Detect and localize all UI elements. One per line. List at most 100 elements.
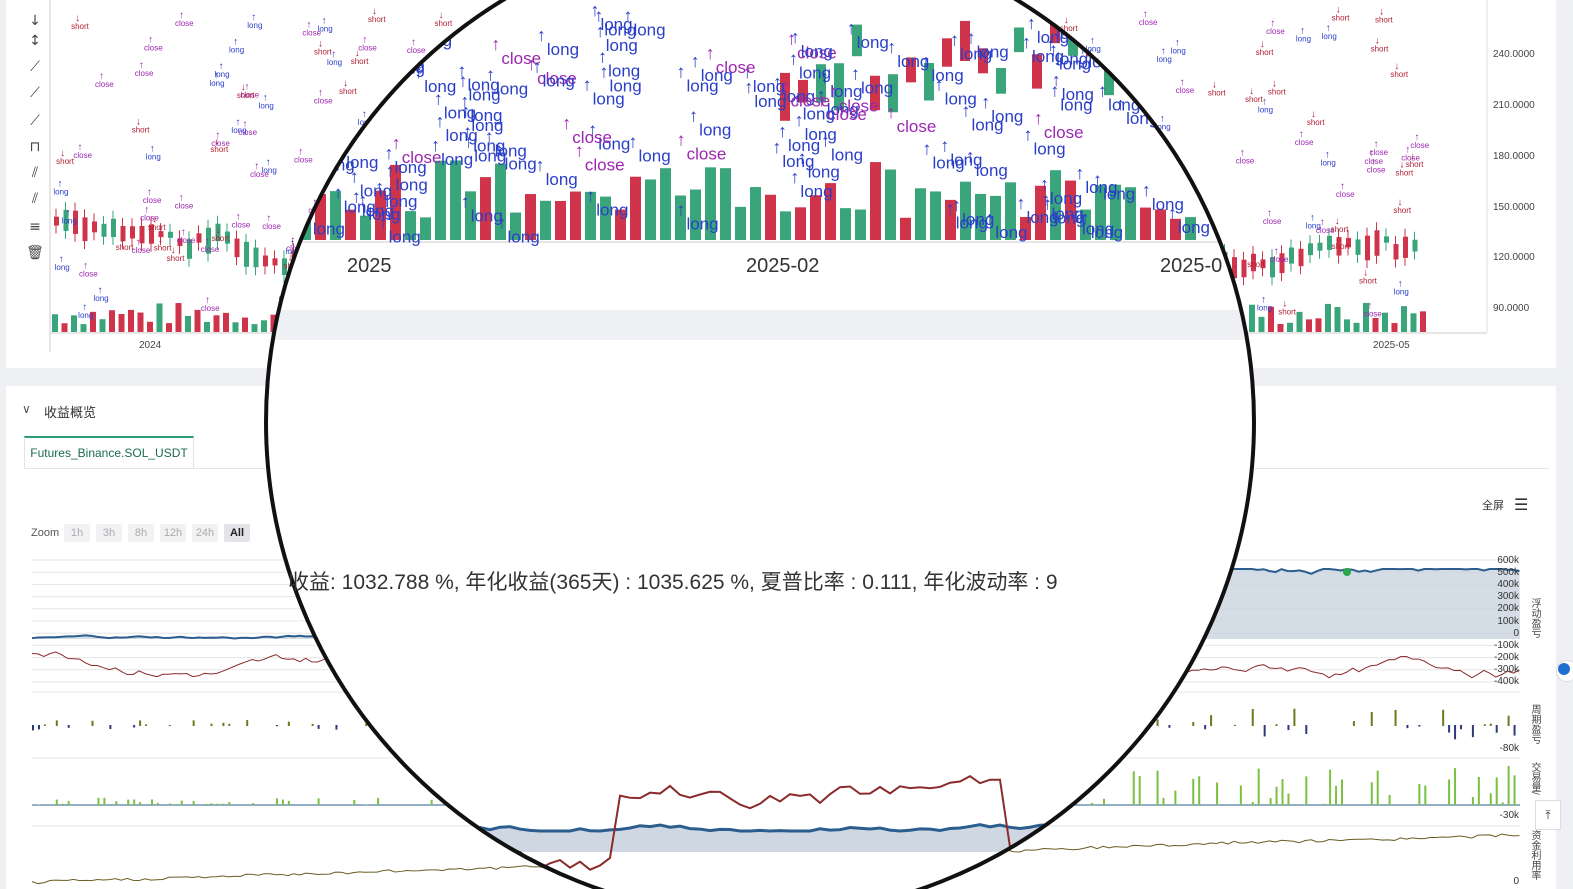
volume-bar	[61, 803, 64, 805]
signal-label: long	[1296, 34, 1311, 43]
signal-arrow: ↓	[1375, 35, 1380, 46]
zoom-all-button[interactable]: All	[224, 524, 250, 542]
signal-arrow: ↓	[343, 78, 348, 89]
lens-signal-arrow: ↑	[356, 12, 365, 32]
zoom-24h-button[interactable]: 24h	[192, 524, 218, 542]
signal-arrow: ↓	[1282, 298, 1287, 309]
lens-candle	[942, 38, 952, 67]
lens-signal-arrow: ↑	[491, 34, 500, 54]
ray-icon[interactable]: ⟋	[30, 113, 40, 129]
lens-signal-label: long	[971, 115, 1003, 134]
trash-icon[interactable]: 🗑	[26, 245, 44, 261]
lens-candle	[978, 48, 988, 74]
candle	[234, 238, 240, 258]
lens-signal-label: long	[1103, 185, 1135, 204]
pen-icon[interactable]: ⟋	[30, 59, 40, 75]
zoom-3h-button[interactable]: 3h	[96, 524, 122, 542]
lens-volume-bar	[1035, 185, 1046, 240]
lens-volume-bar	[690, 189, 701, 240]
volume-bar	[156, 303, 163, 332]
signal-arrow: ↓	[1064, 15, 1069, 26]
signal-arrow: ↑	[77, 142, 82, 153]
lens-signal-arrow: ↑	[623, 6, 632, 26]
collapse-icon[interactable]: ∨	[22, 402, 31, 416]
volume-bar	[1103, 798, 1105, 805]
zoom-8h-button[interactable]: 8h	[128, 524, 154, 542]
vertical-line-icon[interactable]: ↕	[29, 33, 41, 49]
zoom-12h-button[interactable]: 12h	[160, 524, 186, 542]
volume-bar	[1501, 802, 1504, 805]
period-bar	[210, 723, 213, 726]
lens-signal-arrow: ↑	[1072, 205, 1081, 225]
back-to-top-button[interactable]: ⤒	[1535, 800, 1561, 830]
lens-volume-bar	[750, 187, 761, 240]
zoom-1h-button[interactable]: 1h	[64, 524, 90, 542]
period-bar	[145, 724, 148, 726]
lens-volume-bar	[315, 194, 326, 240]
volume-bar	[287, 800, 290, 805]
lens-signal-arrow: ↑	[847, 18, 856, 38]
volume-bar	[1251, 802, 1254, 805]
signal-label: short	[211, 234, 230, 243]
volume-bar	[156, 802, 159, 805]
signal-label: short	[1307, 118, 1326, 127]
fullscreen-button[interactable]: 全屏	[1482, 500, 1504, 512]
lens-signal-label: close	[537, 69, 577, 88]
lens-signal-label: long	[861, 79, 893, 98]
signal-arrow: ↑	[331, 49, 336, 60]
lens-signal-label: long	[468, 85, 500, 104]
period-bar	[246, 720, 249, 726]
lens-x-tick: 2025-02	[746, 255, 820, 277]
lens-signal-arrow: ↑	[386, 160, 395, 180]
volume-bar	[1325, 303, 1331, 332]
signal-arrow: ↑	[82, 302, 87, 313]
lens-signal-label: long	[424, 77, 456, 96]
tab-futures-binance-sol-usdt[interactable]: Futures_Binance.SOL_USDT	[24, 436, 194, 468]
fib-icon[interactable]: ⊓	[29, 139, 41, 155]
period-bar	[287, 721, 290, 726]
lens-signal-arrow: ↑	[1166, 45, 1175, 65]
volume-bar	[1216, 782, 1219, 805]
lens-volume-bar	[465, 191, 476, 240]
channel-icon[interactable]: ⫽	[31, 191, 39, 207]
signal-label: short	[167, 254, 186, 263]
lines-icon[interactable]: ≡	[29, 219, 41, 235]
signal-arrow: ↑	[147, 187, 152, 198]
period-bar	[1418, 725, 1421, 727]
signal-arrow: ↓	[60, 148, 65, 159]
lens-signal-arrow: ↑	[789, 49, 798, 69]
zoom-label: Zoom	[31, 527, 60, 539]
volume-bar	[261, 320, 267, 332]
util-axis-title: 资金利用率	[1529, 830, 1540, 880]
lens-signal-arrow: ↑	[575, 140, 584, 160]
signal-arrow: ↓	[1379, 6, 1384, 17]
lens-volume-bar	[555, 200, 566, 240]
signal-arrow: ↑	[1262, 96, 1267, 107]
lens-candle	[798, 79, 808, 103]
signal-arrow: ↑	[290, 238, 295, 249]
line-icon[interactable]: ⟋	[30, 85, 40, 101]
lens-x-tick: 2025	[347, 255, 392, 277]
signal-label: long	[214, 70, 229, 79]
lens-signal-label: long	[991, 107, 1023, 126]
arrow-icon[interactable]: ↓	[29, 13, 41, 29]
signal-label: long	[93, 294, 108, 303]
lens-volume-bar	[885, 169, 896, 240]
lens-signal-arrow: ↑	[952, 195, 961, 215]
lens-signal-label: long	[1033, 140, 1065, 159]
lens-signal-label: close	[585, 155, 625, 174]
candle	[187, 239, 192, 259]
lens-signal-arrow: ↑	[744, 77, 753, 97]
period-bar	[1204, 725, 1207, 730]
signal-arrow: ↑	[233, 37, 238, 48]
menu-icon[interactable]: ☰	[1514, 497, 1529, 514]
signal-arrow: ↓	[1249, 86, 1254, 97]
volume-bar	[71, 315, 77, 332]
lens-signal-label: long	[505, 155, 537, 174]
lens-candle	[888, 74, 898, 113]
period-bar	[365, 723, 368, 726]
lens-signal-arrow: ↑	[311, 55, 320, 75]
parallel-icon[interactable]: ⫽	[31, 165, 39, 181]
signal-label: close	[143, 196, 162, 205]
signal-arrow: ↓	[1397, 197, 1402, 208]
